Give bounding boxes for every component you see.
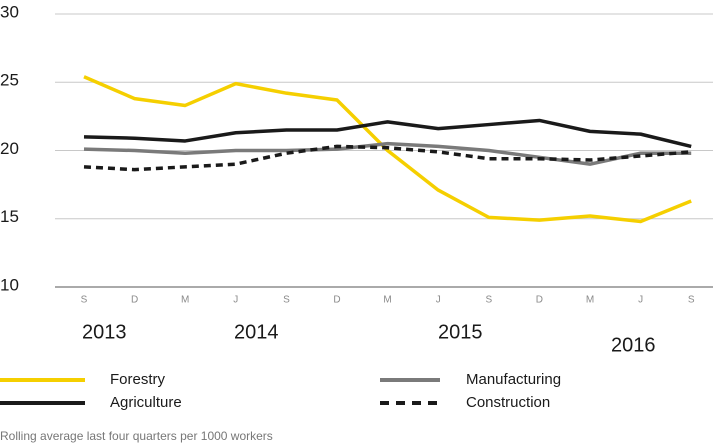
y-tick-label: 30: [0, 2, 19, 21]
legend-label: Construction: [466, 394, 550, 411]
x-tick-label: S: [688, 295, 695, 306]
x-tick-label: S: [81, 295, 88, 306]
y-tick-label: 10: [0, 275, 19, 294]
series-line: [83, 75, 692, 224]
year-label: 2014: [234, 321, 279, 343]
legend-label: Forestry: [110, 371, 166, 388]
x-tick-label: D: [536, 295, 543, 306]
y-tick-label: 20: [0, 139, 19, 158]
year-label: 2015: [438, 321, 483, 343]
y-tick-label: 25: [0, 71, 19, 90]
year-label: 2016: [611, 334, 656, 356]
caption: Rolling average last four quarters per 1…: [0, 429, 273, 443]
legend-label: Manufacturing: [466, 371, 561, 388]
x-tick-label: M: [181, 295, 189, 306]
x-tick-label: M: [383, 295, 391, 306]
legend-label: Agriculture: [110, 394, 182, 411]
x-tick-label: S: [485, 295, 492, 306]
y-tick-label: 15: [0, 207, 19, 226]
series-line: [83, 118, 692, 149]
x-tick-label: S: [283, 295, 290, 306]
series-line: [83, 141, 692, 166]
series-line: [83, 144, 692, 172]
x-tick-label: J: [436, 295, 441, 306]
x-tick-label: D: [131, 295, 138, 306]
year-label: 2013: [82, 321, 127, 343]
x-tick-label: D: [333, 295, 340, 306]
x-tick-label: J: [638, 295, 643, 306]
x-tick-label: M: [586, 295, 594, 306]
x-tick-label: J: [233, 295, 238, 306]
